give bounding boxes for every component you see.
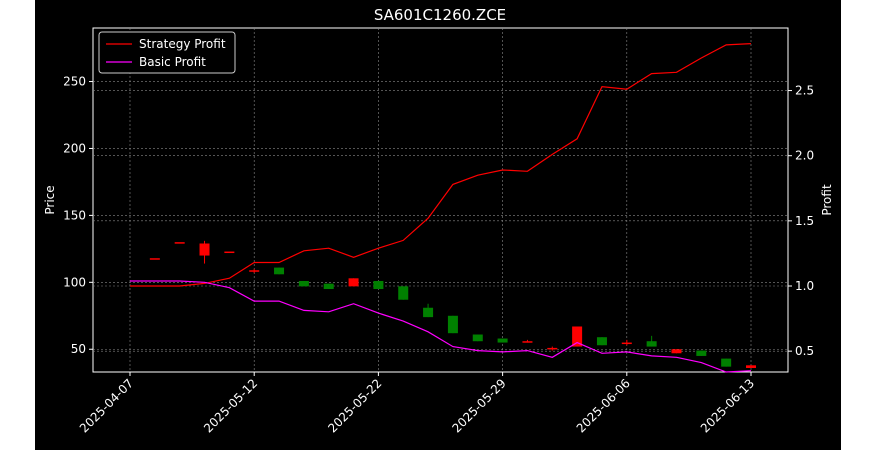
candle-body bbox=[323, 283, 334, 290]
candle-body bbox=[398, 286, 409, 300]
y-tick-label-right: 0.5 bbox=[795, 344, 814, 358]
candle-body bbox=[696, 350, 707, 356]
candle-body bbox=[447, 315, 458, 334]
legend-label-basic: Basic Profit bbox=[139, 55, 206, 69]
candle-body bbox=[224, 251, 235, 254]
y-tick-label-left: 100 bbox=[63, 275, 86, 289]
y-tick-label-right: 2.0 bbox=[795, 149, 814, 163]
candle-body bbox=[298, 280, 309, 287]
candle-body bbox=[746, 365, 756, 368]
candle-body bbox=[174, 242, 185, 244]
basic-profit-line bbox=[130, 280, 752, 373]
candle-body bbox=[472, 334, 483, 342]
candle-body bbox=[199, 243, 210, 256]
candle-body bbox=[596, 337, 607, 346]
y-tick-label-right: 2.5 bbox=[795, 84, 814, 98]
y-tick-label-right: 1.0 bbox=[795, 279, 814, 293]
candle-body bbox=[721, 358, 732, 367]
candles bbox=[149, 240, 756, 368]
candle-body bbox=[497, 338, 508, 343]
grid bbox=[93, 28, 788, 372]
legend-label-strategy: Strategy Profit bbox=[139, 37, 226, 51]
legend: Strategy Profit Basic Profit bbox=[98, 31, 236, 74]
plot-area bbox=[92, 27, 789, 373]
chart-title: SA601C1260.ZCE bbox=[374, 6, 506, 24]
candle-body bbox=[522, 341, 533, 343]
y-tick-label-left: 50 bbox=[71, 342, 86, 356]
y-axis-left-label: Price bbox=[43, 185, 57, 214]
y-tick-label-left: 150 bbox=[63, 208, 86, 222]
candle-body bbox=[348, 278, 359, 287]
candle-body bbox=[149, 258, 160, 260]
y-tick-label-left: 250 bbox=[63, 75, 86, 89]
candle-body bbox=[621, 342, 632, 345]
candle-body bbox=[373, 280, 384, 290]
candle-body bbox=[547, 347, 558, 350]
y-tick-label-left: 200 bbox=[63, 141, 86, 155]
candle-body bbox=[646, 341, 657, 347]
candle-body bbox=[274, 267, 285, 275]
y-axis-right-label: Profit bbox=[820, 184, 834, 216]
candle-body bbox=[249, 270, 260, 272]
candle-body bbox=[572, 326, 583, 347]
candle-body bbox=[423, 307, 434, 318]
legend-box bbox=[98, 31, 236, 74]
y-tick-label-right: 1.5 bbox=[795, 214, 814, 228]
candle-body bbox=[671, 349, 682, 354]
strategy-profit-line bbox=[130, 43, 752, 287]
profit-lines bbox=[130, 43, 752, 373]
